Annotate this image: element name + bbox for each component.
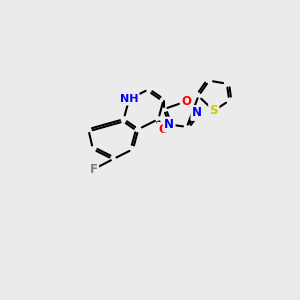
Text: O: O (181, 95, 191, 108)
Text: O: O (158, 123, 168, 136)
Text: N: N (192, 106, 202, 119)
Text: S: S (210, 104, 218, 117)
Text: F: F (90, 163, 98, 176)
Text: N: N (164, 118, 174, 131)
Text: NH: NH (120, 94, 138, 104)
